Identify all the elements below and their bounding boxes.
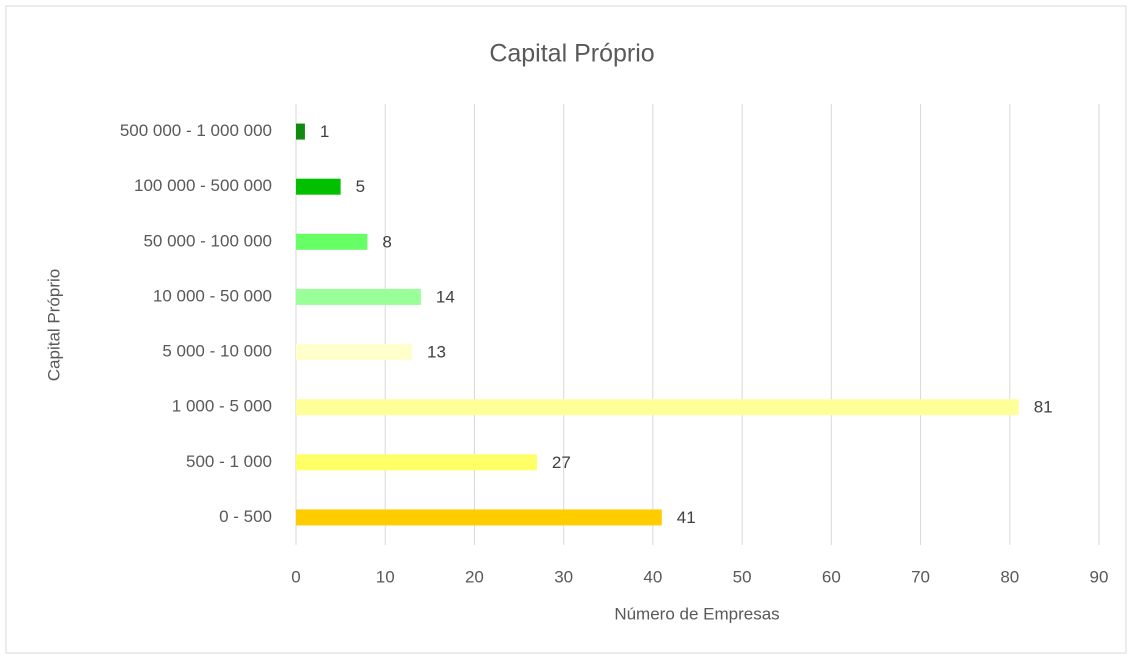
data-label: 5 — [356, 177, 365, 196]
data-label: 13 — [427, 343, 446, 362]
y-tick-label: 500 - 1 000 — [186, 452, 272, 471]
y-tick-label: 500 000 - 1 000 000 — [120, 121, 272, 140]
data-label: 8 — [382, 232, 391, 251]
bar — [296, 233, 368, 250]
bar — [296, 288, 421, 305]
y-axis-title: Capital Próprio — [44, 269, 63, 381]
x-tick-label: 70 — [911, 567, 930, 586]
bar — [296, 509, 662, 526]
x-tick-label: 90 — [1090, 567, 1109, 586]
data-label: 81 — [1034, 398, 1053, 417]
bar — [296, 399, 1019, 416]
x-tick-label: 20 — [465, 567, 484, 586]
x-tick-label: 50 — [733, 567, 752, 586]
bar — [296, 454, 537, 471]
y-tick-label: 5 000 - 10 000 — [162, 342, 272, 361]
x-tick-label: 10 — [376, 567, 395, 586]
chart-border — [5, 5, 1127, 654]
x-tick-label: 80 — [1000, 567, 1019, 586]
chart-title: Capital Próprio — [489, 40, 654, 68]
y-tick-label: 1 000 - 5 000 — [172, 397, 272, 416]
x-axis-title: Número de Empresas — [614, 604, 779, 623]
bar — [296, 344, 412, 361]
data-label: 1 — [320, 122, 329, 141]
bar — [296, 178, 341, 195]
x-tick-label: 60 — [822, 567, 841, 586]
x-tick-label: 30 — [554, 567, 573, 586]
bar — [296, 123, 305, 140]
y-tick-label: 10 000 - 50 000 — [153, 286, 272, 305]
y-tick-label: 0 - 500 — [219, 507, 272, 526]
x-tick-label: 0 — [291, 567, 300, 586]
data-label: 27 — [552, 453, 571, 472]
y-tick-label: 100 000 - 500 000 — [134, 176, 272, 195]
x-tick-label: 40 — [643, 567, 662, 586]
data-label: 41 — [677, 508, 696, 527]
data-label: 14 — [436, 287, 455, 306]
y-tick-label: 50 000 - 100 000 — [143, 231, 272, 250]
